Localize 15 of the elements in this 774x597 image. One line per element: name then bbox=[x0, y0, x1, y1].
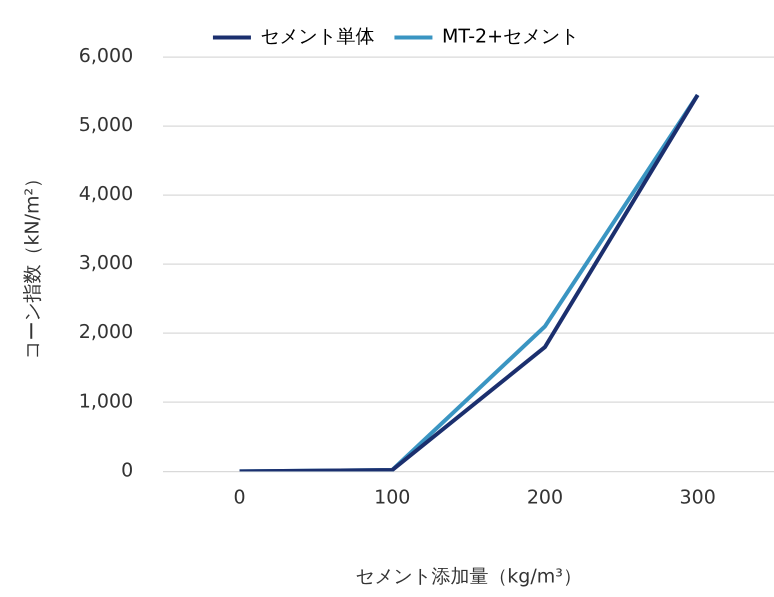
y-tick-label: 6,000 bbox=[78, 44, 134, 67]
x-tick-label: 200 bbox=[526, 486, 564, 509]
y-tick-label: 3,000 bbox=[78, 252, 134, 274]
x-tick-label: 100 bbox=[374, 486, 410, 509]
y-tick-label: 0 bbox=[121, 459, 134, 482]
x-tick-label: 300 bbox=[680, 486, 716, 509]
x-axis-title: セメント添加量（kg/m³） bbox=[355, 566, 582, 588]
legend-label: MT-2+セメント bbox=[442, 25, 580, 48]
y-tick-label: 5,000 bbox=[78, 114, 134, 136]
y-tick-label: 1,000 bbox=[78, 390, 134, 412]
y-tick-label: 4,000 bbox=[78, 183, 134, 206]
y-tick-label: 2,000 bbox=[78, 321, 134, 344]
y-axis-title: コーン指数（kN/m²） bbox=[21, 168, 44, 360]
x-tick-label: 0 bbox=[233, 486, 246, 509]
legend-label: セメント単体 bbox=[260, 25, 374, 48]
